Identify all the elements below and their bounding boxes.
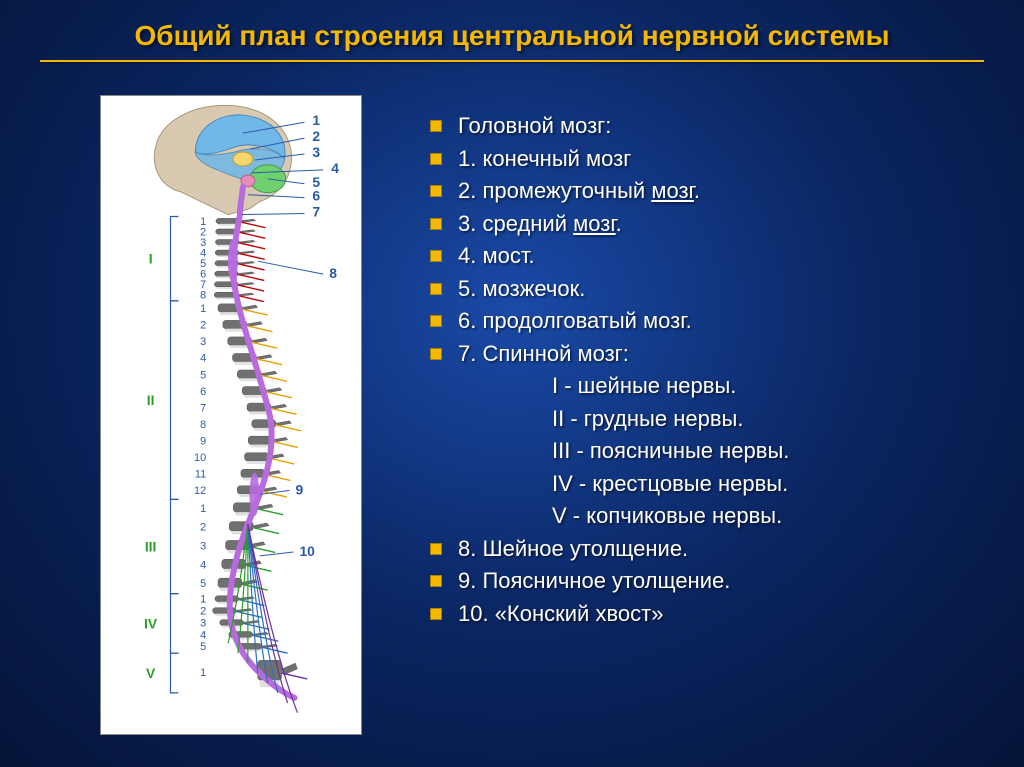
list-item-text: 7. Спинной мозг: (458, 340, 629, 367)
bullet-icon (430, 608, 442, 620)
svg-text:11: 11 (195, 469, 206, 481)
svg-text:10: 10 (194, 452, 206, 464)
svg-text:7: 7 (200, 402, 206, 414)
list-item: 1. конечный мозг (430, 145, 990, 172)
title-underline (40, 60, 984, 62)
list-item: 3. средний мозг. (430, 210, 990, 237)
list-item-text: 5. мозжечок. (458, 275, 585, 302)
bullet-icon (430, 575, 442, 587)
svg-text:1: 1 (200, 303, 206, 315)
svg-text:1: 1 (200, 503, 206, 515)
bullet-icon (430, 315, 442, 327)
list-subitem: II - грудные нервы. (550, 405, 990, 432)
svg-text:12: 12 (194, 485, 206, 497)
list-subitem: III - поясничные нервы. (550, 437, 990, 464)
list-item: 2. промежуточный мозг. (430, 177, 990, 204)
svg-text:8: 8 (200, 419, 206, 431)
svg-text:2: 2 (200, 320, 206, 332)
bullet-icon (430, 348, 442, 360)
svg-text:2: 2 (200, 605, 206, 617)
svg-text:I: I (149, 251, 153, 267)
svg-text:7: 7 (312, 204, 320, 220)
bullet-icon (430, 218, 442, 230)
bullet-icon (430, 153, 442, 165)
page-title: Общий план строения центральной нервной … (0, 20, 1024, 52)
svg-text:3: 3 (200, 540, 206, 552)
list-item: 6. продолговатый мозг. (430, 307, 990, 334)
list-item: 10. «Конский хвост» (430, 600, 990, 627)
svg-text:3: 3 (200, 336, 206, 348)
bullet-icon (430, 120, 442, 132)
list-item: Головной мозг: (430, 112, 990, 139)
svg-text:4: 4 (200, 559, 206, 571)
svg-text:1: 1 (200, 667, 206, 679)
svg-text:2: 2 (312, 128, 320, 144)
svg-text:8: 8 (200, 290, 206, 302)
svg-text:6: 6 (200, 386, 206, 398)
list-item-text: IV - крестцовые нервы. (552, 470, 788, 497)
list-item: 7. Спинной мозг: (430, 340, 990, 367)
list-subitem: V - копчиковые нервы. (550, 502, 990, 529)
list-item-text: 1. конечный мозг (458, 145, 631, 172)
list-item-text: 8. Шейное утолщение. (458, 535, 688, 562)
list-subitem: IV - крестцовые нервы. (550, 470, 990, 497)
list-item-text: 3. средний мозг. (458, 210, 622, 237)
svg-text:6: 6 (312, 188, 320, 204)
svg-text:5: 5 (200, 578, 206, 590)
svg-text:III: III (145, 538, 157, 554)
list-item-text: 2. промежуточный мозг. (458, 177, 700, 204)
svg-text:3: 3 (200, 617, 206, 629)
svg-text:2: 2 (200, 522, 206, 534)
list-item-text: 9. Поясничное утолщение. (458, 567, 730, 594)
svg-text:1: 1 (312, 112, 320, 128)
svg-text:IV: IV (144, 615, 158, 631)
list-item-text: 10. «Конский хвост» (458, 600, 663, 627)
list-item-text: 6. продолговатый мозг. (458, 307, 692, 334)
list-item: 8. Шейное утолщение. (430, 535, 990, 562)
svg-text:4: 4 (200, 629, 206, 641)
bullet-icon (430, 283, 442, 295)
cns-svg: 1234567812345678910111212345123451IIIIII… (101, 96, 361, 734)
svg-text:II: II (147, 392, 155, 408)
svg-text:5: 5 (200, 369, 206, 381)
list-item: 9. Поясничное утолщение. (430, 567, 990, 594)
svg-text:1: 1 (200, 594, 206, 606)
list-item-text: II - грудные нервы. (552, 405, 743, 432)
list-item: 4. мост. (430, 242, 990, 269)
cns-diagram: 1234567812345678910111212345123451IIIIII… (100, 95, 362, 735)
svg-text:V: V (146, 665, 156, 681)
svg-text:9: 9 (296, 481, 304, 497)
list-item: 5. мозжечок. (430, 275, 990, 302)
content-list: Головной мозг: 1. конечный мозг 2. промежу… (430, 112, 990, 632)
svg-text:4: 4 (331, 160, 339, 176)
list-item-text: 4. мост. (458, 242, 535, 269)
bullet-icon (430, 185, 442, 197)
svg-text:3: 3 (312, 144, 320, 160)
svg-text:9: 9 (200, 435, 206, 447)
svg-text:4: 4 (200, 353, 206, 365)
list-item-text: I - шейные нервы. (552, 372, 736, 399)
svg-text:10: 10 (299, 543, 315, 559)
list-item-text: III - поясничные нервы. (552, 437, 789, 464)
list-item-text: Головной мозг: (458, 112, 611, 139)
bullet-icon (430, 250, 442, 262)
list-subitem: I - шейные нервы. (550, 372, 990, 399)
svg-text:5: 5 (200, 641, 206, 653)
bullet-icon (430, 543, 442, 555)
svg-text:8: 8 (329, 265, 337, 281)
list-item-text: V - копчиковые нервы. (552, 502, 782, 529)
